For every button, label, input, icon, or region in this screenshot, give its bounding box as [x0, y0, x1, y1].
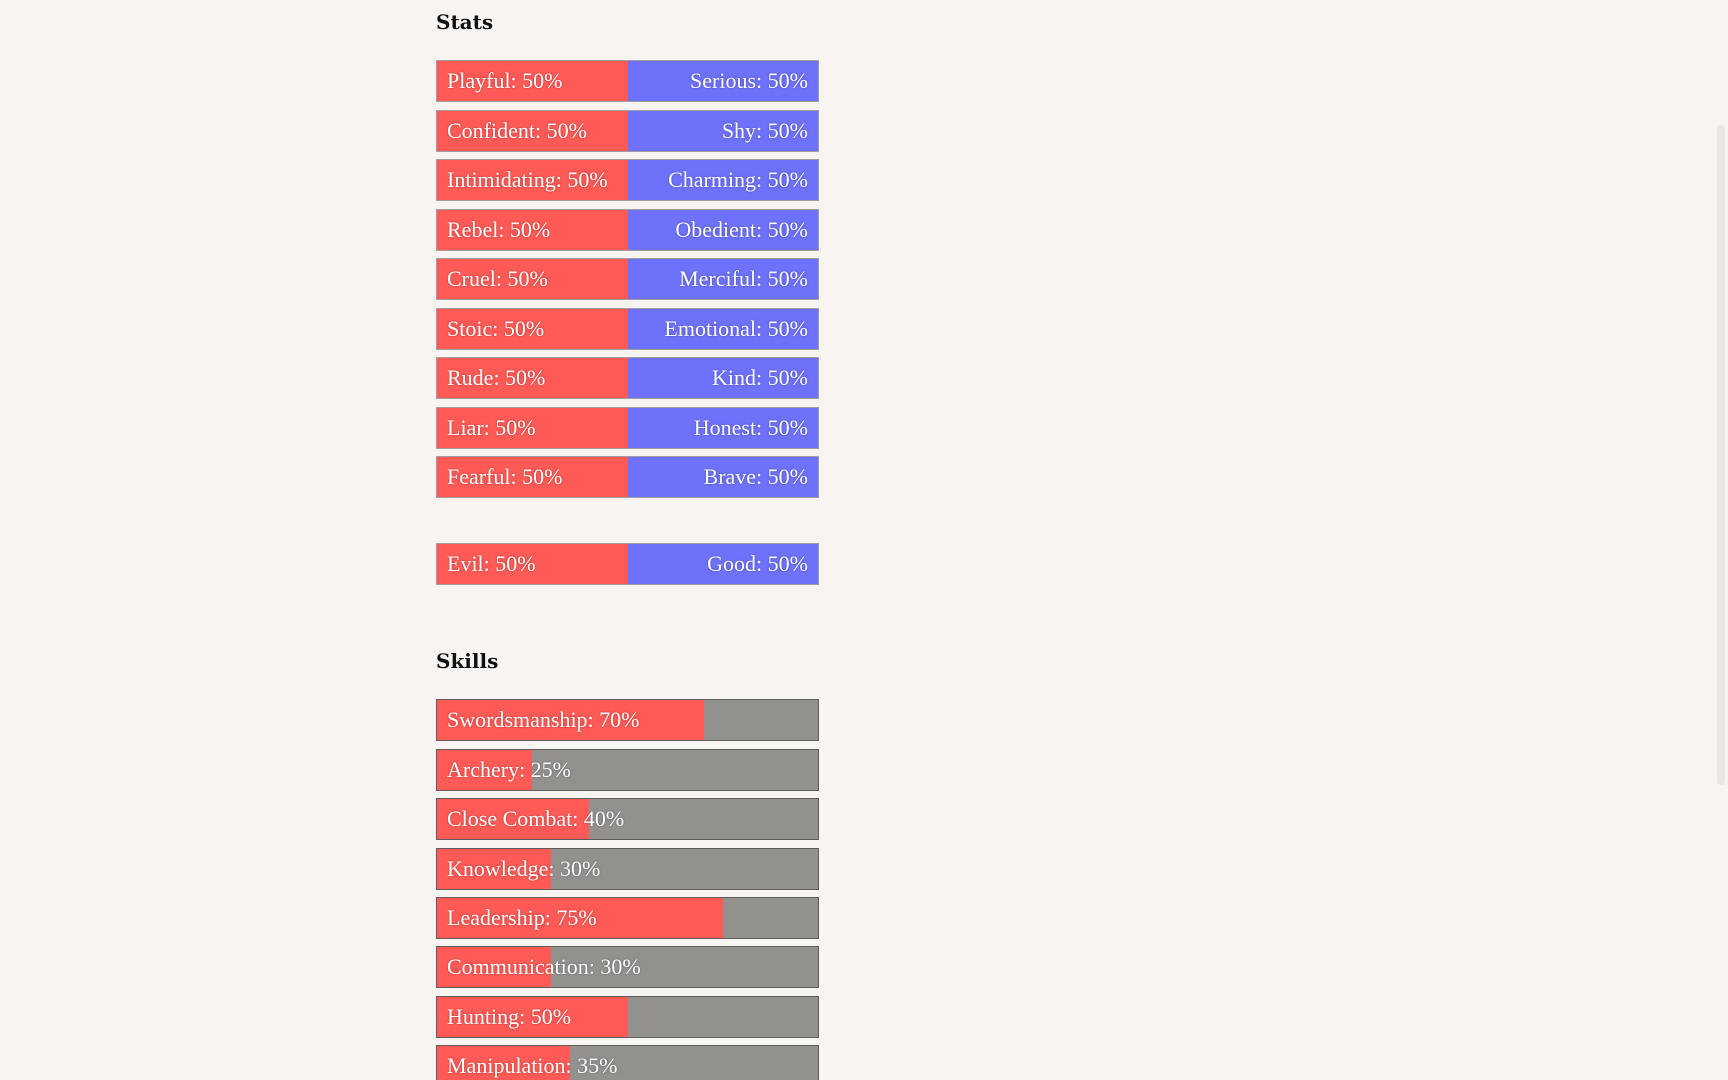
skill-fill	[437, 700, 704, 740]
stat-bar-fearful-brave: Fearful: 50% Brave: 50%	[436, 456, 819, 498]
stat-fill-left	[437, 210, 628, 250]
skill-label: Leadership: 75%	[447, 905, 597, 930]
stat-fill-right	[627, 259, 818, 299]
skill-fill	[437, 799, 590, 839]
stat-label-right: Honest: 50%	[693, 415, 808, 440]
alignment-label-left: Evil: 50%	[447, 551, 536, 576]
stat-fill-right	[627, 160, 818, 200]
stat-label-right: Emotional: 50%	[664, 316, 808, 341]
stat-label-right: Serious: 50%	[690, 68, 808, 93]
skill-label: Manipulation: 35%	[447, 1053, 618, 1078]
scrollbar[interactable]	[1714, 0, 1728, 1080]
stat-bar-playful-serious: Playful: 50% Serious: 50%	[436, 60, 819, 102]
stat-bar-stoic-emotional: Stoic: 50% Emotional: 50%	[436, 308, 819, 350]
skill-bar-hunting: Hunting: 50%	[436, 996, 819, 1038]
skill-bar-communication: Communication: 30%	[436, 946, 819, 988]
stat-label-left: Intimidating: 50%	[447, 167, 608, 192]
skill-fill	[437, 947, 552, 987]
stat-label-left: Rude: 50%	[447, 365, 546, 390]
stat-fill-left	[437, 309, 628, 349]
stat-bar-cruel-merciful: Cruel: 50% Merciful: 50%	[436, 258, 819, 300]
skill-fill	[437, 997, 628, 1037]
skill-bar-leadership: Leadership: 75%	[436, 897, 819, 939]
stat-fill-left	[437, 259, 628, 299]
stat-fill-right	[627, 408, 818, 448]
skill-bar-close-combat: Close Combat: 40%	[436, 798, 819, 840]
stat-fill-left	[437, 61, 628, 101]
stat-label-left: Cruel: 50%	[447, 266, 548, 291]
stats-heading: Stats	[436, 10, 494, 34]
skill-fill	[437, 849, 552, 889]
stat-fill-right	[627, 358, 818, 398]
stat-bar-rebel-obedient: Rebel: 50% Obedient: 50%	[436, 209, 819, 251]
stat-label-left: Liar: 50%	[447, 415, 536, 440]
alignment-fill-right	[627, 544, 818, 584]
skill-label: Hunting: 50%	[447, 1004, 572, 1029]
stat-fill-left	[437, 358, 628, 398]
skills-heading: Skills	[436, 649, 499, 673]
stat-fill-right	[627, 457, 818, 497]
skill-fill	[437, 898, 723, 938]
stat-label-right: Kind: 50%	[712, 365, 808, 390]
stat-fill-left	[437, 457, 628, 497]
skill-label: Archery: 25%	[447, 757, 572, 782]
stat-fill-left	[437, 408, 628, 448]
stat-fill-right	[627, 309, 818, 349]
skill-label: Communication: 30%	[447, 954, 641, 979]
skill-bar-archery: Archery: 25%	[436, 749, 819, 791]
stat-label-right: Charming: 50%	[668, 167, 808, 192]
stat-bar-intimidating-charming: Intimidating: 50% Charming: 50%	[436, 159, 819, 201]
stat-label-left: Playful: 50%	[447, 68, 563, 93]
skill-bar-manipulation: Manipulation: 35%	[436, 1045, 819, 1080]
alignment-bar-evil-good: Evil: 50% Good: 50%	[436, 543, 819, 585]
skill-label: Close Combat: 40%	[447, 806, 625, 831]
alignment-label-right: Good: 50%	[707, 551, 808, 576]
stat-label-right: Obedient: 50%	[675, 217, 808, 242]
scrollbar-thumb[interactable]	[1717, 125, 1725, 785]
stat-fill-left	[437, 160, 628, 200]
stat-fill-left	[437, 111, 628, 151]
stat-label-left: Rebel: 50%	[447, 217, 551, 242]
skill-fill	[437, 750, 533, 790]
skill-label: Swordsmanship: 70%	[447, 707, 640, 732]
stat-fill-right	[627, 61, 818, 101]
stat-label-left: Stoic: 50%	[447, 316, 545, 341]
skill-bar-knowledge: Knowledge: 30%	[436, 848, 819, 890]
skill-fill	[437, 1046, 571, 1080]
stat-bar-liar-honest: Liar: 50% Honest: 50%	[436, 407, 819, 449]
alignment-fill-left	[437, 544, 628, 584]
stat-label-right: Brave: 50%	[703, 464, 808, 489]
stat-fill-right	[627, 111, 818, 151]
stat-label-right: Merciful: 50%	[679, 266, 808, 291]
stat-bar-confident-shy: Confident: 50% Shy: 50%	[436, 110, 819, 152]
stat-bar-rude-kind: Rude: 50% Kind: 50%	[436, 357, 819, 399]
skill-label: Knowledge: 30%	[447, 856, 601, 881]
stat-fill-right	[627, 210, 818, 250]
skill-bar-swordsmanship: Swordsmanship: 70%	[436, 699, 819, 741]
stat-label-left: Confident: 50%	[447, 118, 587, 143]
stat-label-right: Shy: 50%	[721, 118, 808, 143]
stat-label-left: Fearful: 50%	[447, 464, 563, 489]
